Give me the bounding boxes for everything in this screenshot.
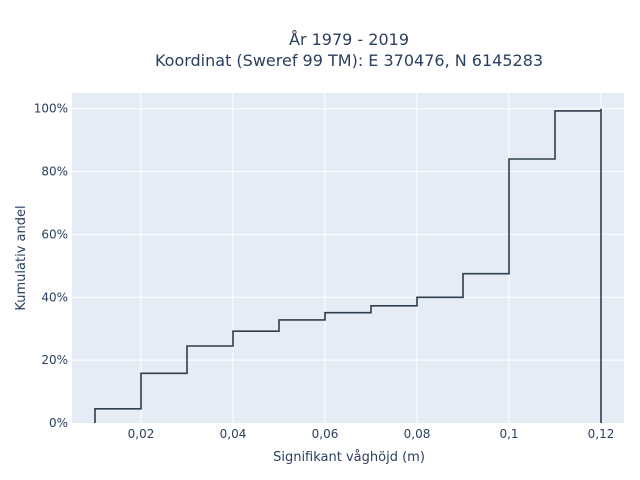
x-tick-label: 0,06 — [312, 427, 339, 441]
x-tick-label: 0,08 — [404, 427, 431, 441]
y-tick-label: 40% — [41, 290, 68, 304]
chart-subtitle: Koordinat (Sweref 99 TM): E 370476, N 61… — [155, 51, 543, 70]
y-axis-title: Kumulativ andel — [14, 205, 29, 310]
y-tick-label: 20% — [41, 353, 68, 367]
y-tick-label: 0% — [49, 416, 68, 430]
tick-labels: 0% 20% 40% 60% 80% 100% 0,02 0,04 0,06 0,08 0,1 0,1… — [34, 102, 615, 441]
y-tick-label: 100% — [34, 102, 68, 116]
x-axis-title: Signifikant våghöjd (m) — [273, 450, 425, 465]
x-tick-label: 0,04 — [220, 427, 247, 441]
chart-title: År 1979 - 2019 — [289, 30, 409, 49]
y-tick-label: 80% — [41, 165, 68, 179]
plot-area — [72, 93, 624, 423]
series-layer — [94, 108, 602, 423]
y-tick-label: 60% — [41, 227, 68, 241]
x-tick-label: 0,12 — [588, 427, 615, 441]
cumulative-step-line — [94, 108, 602, 423]
x-tick-label: 0,02 — [128, 427, 155, 441]
x-tick-label: 0,1 — [499, 427, 518, 441]
